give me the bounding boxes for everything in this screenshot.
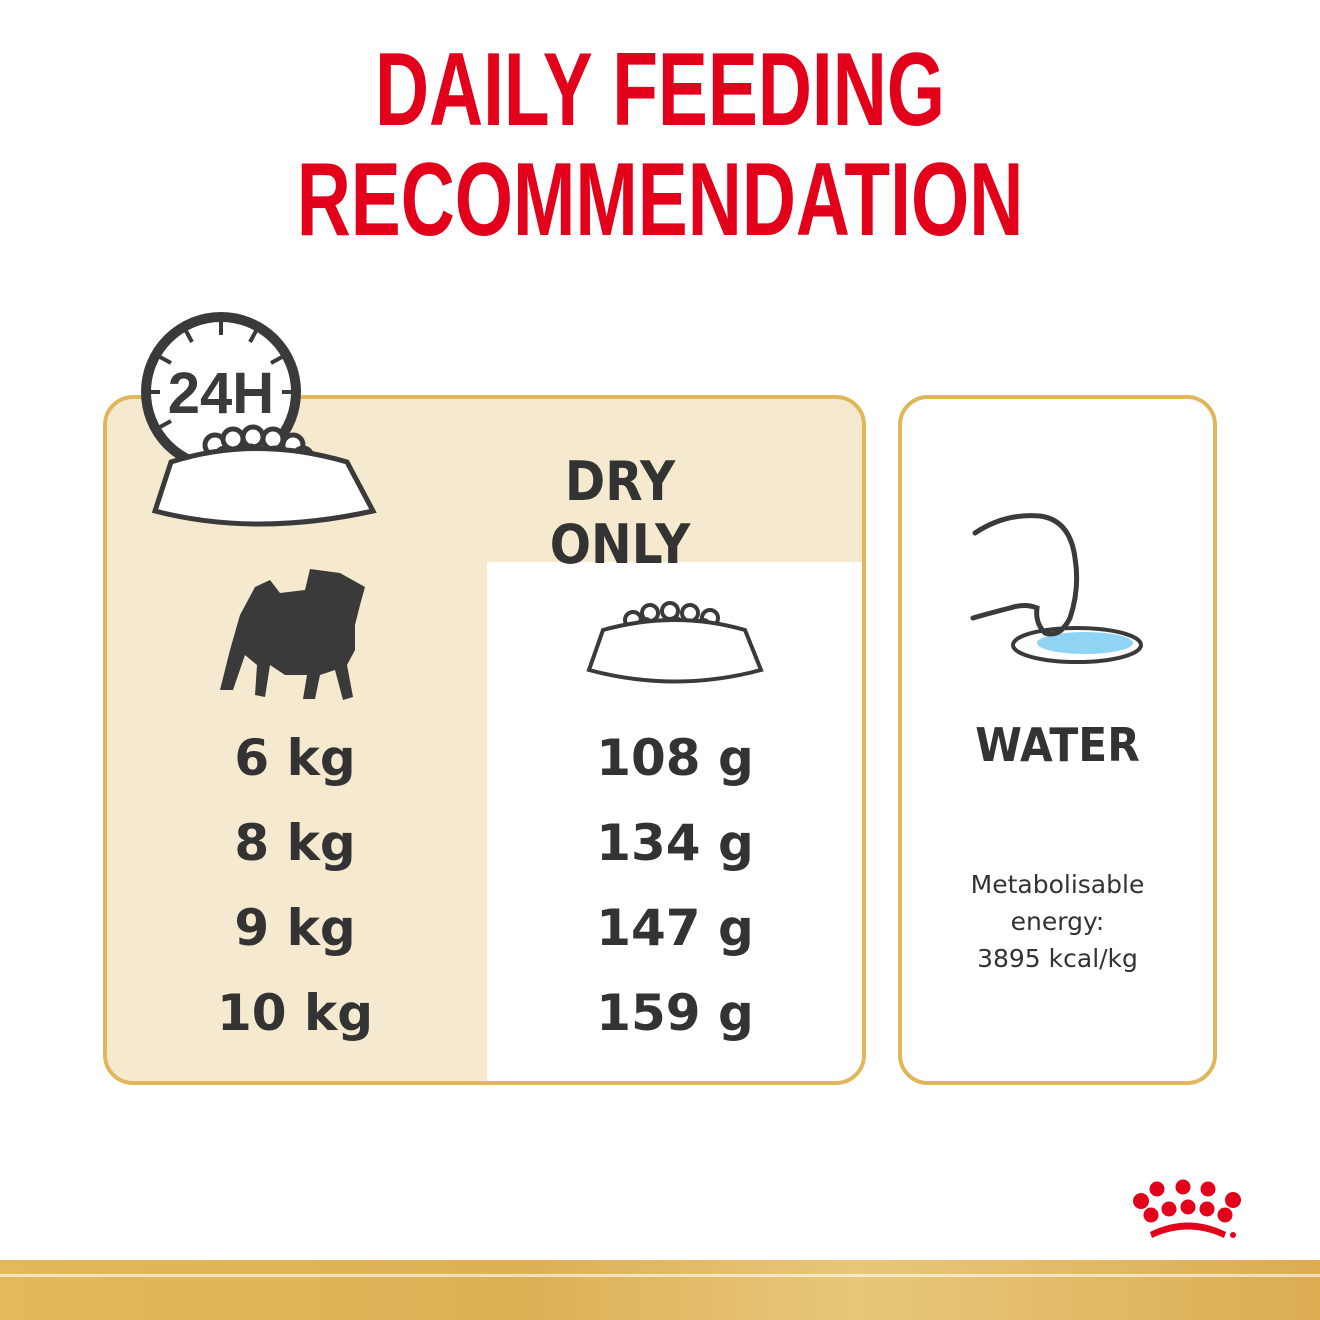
amount-row-2: 134 g	[596, 814, 754, 872]
weight-row-3: 9 kg	[234, 899, 356, 957]
clock-label: 24H	[168, 361, 274, 426]
royal-canin-crown-logo	[1133, 1179, 1241, 1238]
energy-line-2: energy:	[1010, 907, 1105, 936]
amount-row-3: 147 g	[596, 899, 754, 957]
title-line-1: DAILY FEEDING	[374, 32, 946, 148]
weight-row-4: 10 kg	[216, 984, 374, 1042]
weight-row-1: 6 kg	[234, 729, 356, 787]
water-panel	[898, 395, 1217, 1085]
amount-row-1: 108 g	[596, 729, 754, 787]
title-line-2: RECOMMENDATION	[296, 142, 1024, 258]
amount-row-4: 159 g	[596, 984, 754, 1042]
pug-silhouette-icon	[220, 569, 365, 700]
clock-24h-icon: 24H	[141, 312, 377, 527]
dog-drinking-water-icon	[970, 513, 1143, 664]
water-label: WATER	[975, 718, 1140, 772]
bottom-gold-band	[0, 1260, 1320, 1320]
metabolisable-energy: Metabolisable energy: 3895 kcal/kg	[898, 866, 1217, 977]
energy-line-3: 3895 kcal/kg	[977, 944, 1138, 973]
weight-row-2: 8 kg	[234, 814, 356, 872]
column-header-dry-only: DRY ONLY	[549, 450, 691, 576]
food-bowl-icon	[586, 601, 764, 684]
energy-line-1: Metabolisable	[970, 870, 1145, 899]
